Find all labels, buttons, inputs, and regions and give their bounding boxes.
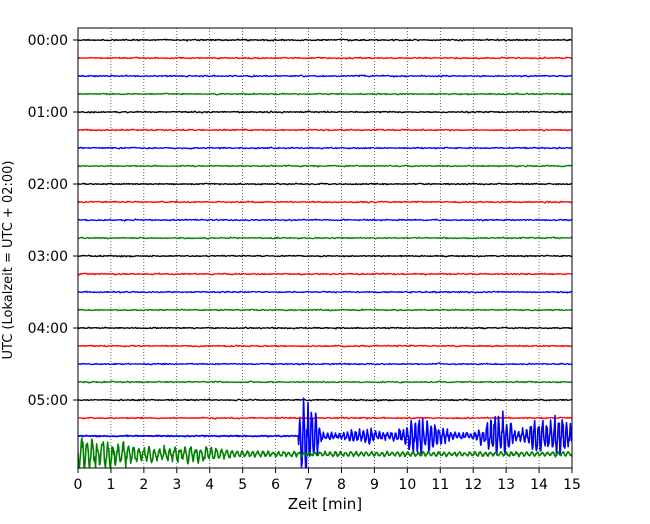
y-axis-ticks: 00:00 01:00 02:00 03:00 04:00 05:00 xyxy=(28,33,78,409)
seismogram-trace xyxy=(78,200,572,204)
y-tick-label: 00:00 xyxy=(28,33,68,49)
x-tick-label: 12 xyxy=(464,477,482,493)
x-tick-label: 10 xyxy=(398,477,416,493)
x-tick-label: 4 xyxy=(205,477,214,493)
seismogram-trace xyxy=(78,38,572,42)
x-axis-label: Zeit [min] xyxy=(288,495,362,513)
x-tick-label: 6 xyxy=(271,477,280,493)
seismogram-trace xyxy=(78,92,572,96)
seismogram-trace xyxy=(78,437,572,468)
seismogram-trace xyxy=(78,380,572,384)
y-axis-label: UTC (Lokalzeit = UTC + 02:00) xyxy=(1,161,16,360)
y-tick-label: 03:00 xyxy=(28,249,68,265)
x-tick-label: 11 xyxy=(431,477,449,493)
plot-frame xyxy=(77,27,573,469)
y-tick-label: 02:00 xyxy=(28,177,68,193)
seismogram-trace xyxy=(78,56,572,60)
x-tick-label: 5 xyxy=(238,477,247,493)
seismogram-trace xyxy=(78,344,572,348)
seismogram-trace xyxy=(78,362,572,366)
seismogram-trace xyxy=(78,398,572,402)
x-tick-label: 14 xyxy=(530,477,548,493)
seismogram-trace xyxy=(78,397,572,468)
seismogram-trace xyxy=(78,182,572,186)
x-tick-label: 7 xyxy=(304,477,313,493)
y-tick-label: 05:00 xyxy=(28,393,68,409)
seismogram-trace xyxy=(78,308,572,312)
grid-layer xyxy=(110,28,540,468)
x-axis-ticks: 0 1 2 3 4 5 6 7 8 9 10 11 12 13 14 15 xyxy=(74,468,581,493)
seismogram-trace xyxy=(78,326,572,330)
seismogram-trace xyxy=(78,236,572,240)
trace-layer xyxy=(78,38,572,468)
seismogram-trace xyxy=(78,290,572,294)
seismogram-trace xyxy=(78,416,572,420)
x-tick-label: 8 xyxy=(337,477,346,493)
seismogram-trace xyxy=(78,218,572,222)
x-tick-label: 15 xyxy=(563,477,581,493)
seismogram-trace xyxy=(78,110,572,114)
x-tick-label: 2 xyxy=(139,477,148,493)
x-tick-label: 1 xyxy=(106,477,115,493)
seismogram-trace xyxy=(78,254,572,258)
x-tick-label: 13 xyxy=(497,477,515,493)
seismogram-trace xyxy=(78,146,572,150)
seismogram-trace xyxy=(78,128,572,132)
y-tick-label: 01:00 xyxy=(28,105,68,121)
x-tick-label: 9 xyxy=(370,477,379,493)
y-tick-label: 04:00 xyxy=(28,321,68,337)
seismogram-trace xyxy=(78,74,572,78)
seismogram-trace xyxy=(78,164,572,168)
x-tick-label: 0 xyxy=(74,477,83,493)
x-tick-label: 3 xyxy=(172,477,181,493)
seismogram-trace xyxy=(78,272,572,276)
